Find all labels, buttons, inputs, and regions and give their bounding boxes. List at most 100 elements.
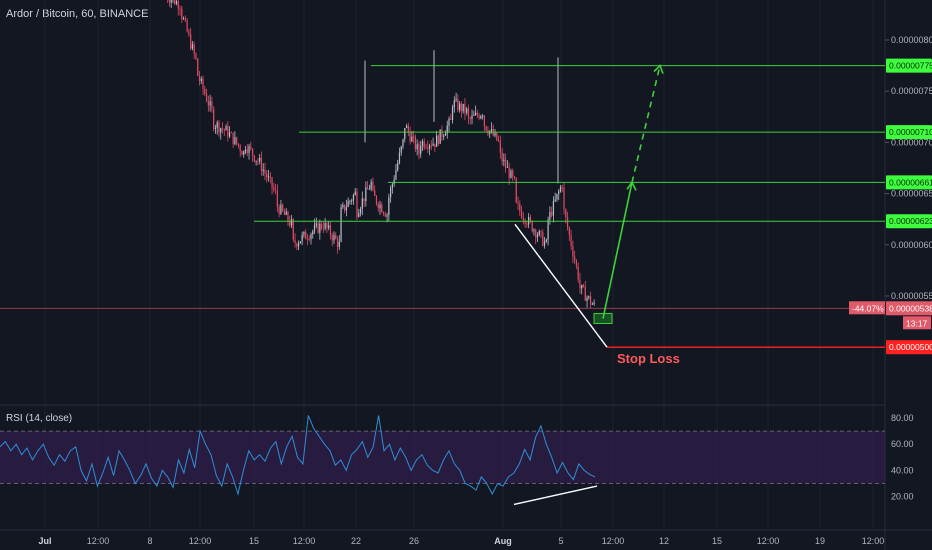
candle-body (251, 148, 254, 156)
candle-body (413, 136, 415, 138)
time-tick-label: 15 (712, 536, 722, 546)
stop-loss-label: Stop Loss (617, 351, 680, 366)
candle-body (182, 18, 185, 20)
candle-body (474, 112, 477, 116)
candle-body (561, 187, 563, 188)
candle-body (386, 215, 388, 217)
candle-body (181, 8, 183, 19)
candle-body (428, 145, 431, 149)
candle-body (232, 132, 234, 145)
candle-body (340, 207, 342, 242)
candle-body (513, 176, 516, 179)
candle-body (221, 128, 224, 130)
candle-body (565, 209, 567, 218)
candle-body (505, 159, 507, 168)
candle-body (517, 202, 519, 205)
candle-body (336, 238, 339, 247)
candle-body (510, 170, 512, 179)
candle-body (526, 223, 528, 225)
change-badge (849, 301, 885, 315)
candle-body (365, 187, 367, 202)
candle-body (496, 132, 498, 141)
candle-body (283, 210, 286, 215)
candle-body (427, 147, 429, 149)
candle-body (490, 129, 493, 131)
candle-body (296, 243, 298, 247)
candle-body (545, 239, 547, 242)
candle-body (425, 147, 427, 149)
target-level-label: 0.00000775 (889, 61, 932, 71)
stop-loss-badge (886, 340, 932, 355)
rsi-tick-label: 40.00 (891, 465, 914, 475)
candle-body (469, 118, 471, 120)
candle-body (188, 31, 190, 35)
candle-body (372, 181, 374, 191)
candle-body (315, 223, 317, 226)
candle-body (455, 99, 457, 101)
candle-body (363, 198, 365, 202)
candle-body (312, 231, 314, 235)
rsi-tick-label: 20.00 (891, 492, 914, 502)
candle-body (358, 213, 360, 217)
candle-body (549, 211, 551, 220)
candle-body (533, 230, 535, 232)
candle-body (462, 103, 464, 112)
candle-body (207, 101, 209, 106)
candle-body (570, 234, 572, 247)
candle-body (568, 227, 570, 235)
candle-body (297, 243, 300, 247)
candle-body (501, 152, 503, 162)
candle-body (506, 167, 509, 168)
candle-body (359, 208, 362, 214)
candle-body (476, 112, 478, 116)
candle-body (322, 228, 324, 230)
candle-body (301, 235, 303, 242)
time-tick-label: Aug (494, 536, 512, 546)
time-tick-label: 12 (659, 536, 669, 546)
candle-body (551, 211, 553, 216)
candle-body (244, 149, 247, 152)
candle-body (234, 137, 236, 145)
candle-body (191, 44, 194, 49)
candle-body (324, 223, 326, 229)
candle-body (313, 225, 316, 232)
candle-body (512, 170, 514, 177)
projection-arrow-solid (602, 182, 633, 319)
candle-body (398, 152, 401, 163)
candle-body (343, 204, 346, 211)
candle-body (202, 78, 204, 89)
target-level-label: 0.00000710 (889, 127, 932, 137)
candle-body (352, 195, 355, 201)
target-level-badge (886, 175, 932, 190)
candle-body (319, 223, 321, 233)
candle-body (451, 107, 454, 120)
candle-body (308, 239, 310, 240)
time-tick-label: 12:00 (87, 536, 110, 546)
candle-body (575, 260, 578, 267)
candle-body (457, 99, 459, 110)
candle-body (333, 234, 335, 241)
candle-body (200, 78, 202, 81)
candle-body (389, 188, 392, 198)
candle-body (405, 125, 408, 128)
candle-body (473, 115, 475, 116)
candle-body (547, 219, 549, 240)
rsi-tick-label: 80.00 (891, 413, 914, 423)
projection-arrow-dashed (631, 65, 661, 183)
candle-body (388, 197, 390, 216)
candle-body (497, 140, 500, 142)
candle-body (379, 204, 381, 209)
time-tick-label: 19 (815, 536, 825, 546)
candle-body (382, 212, 385, 214)
candle-body (271, 177, 273, 188)
candle-body (421, 141, 424, 147)
candle-body (563, 187, 565, 210)
candle-body (280, 204, 282, 214)
candle-body (186, 20, 188, 32)
candle-body (170, 0, 172, 3)
rsi-band (0, 431, 885, 484)
